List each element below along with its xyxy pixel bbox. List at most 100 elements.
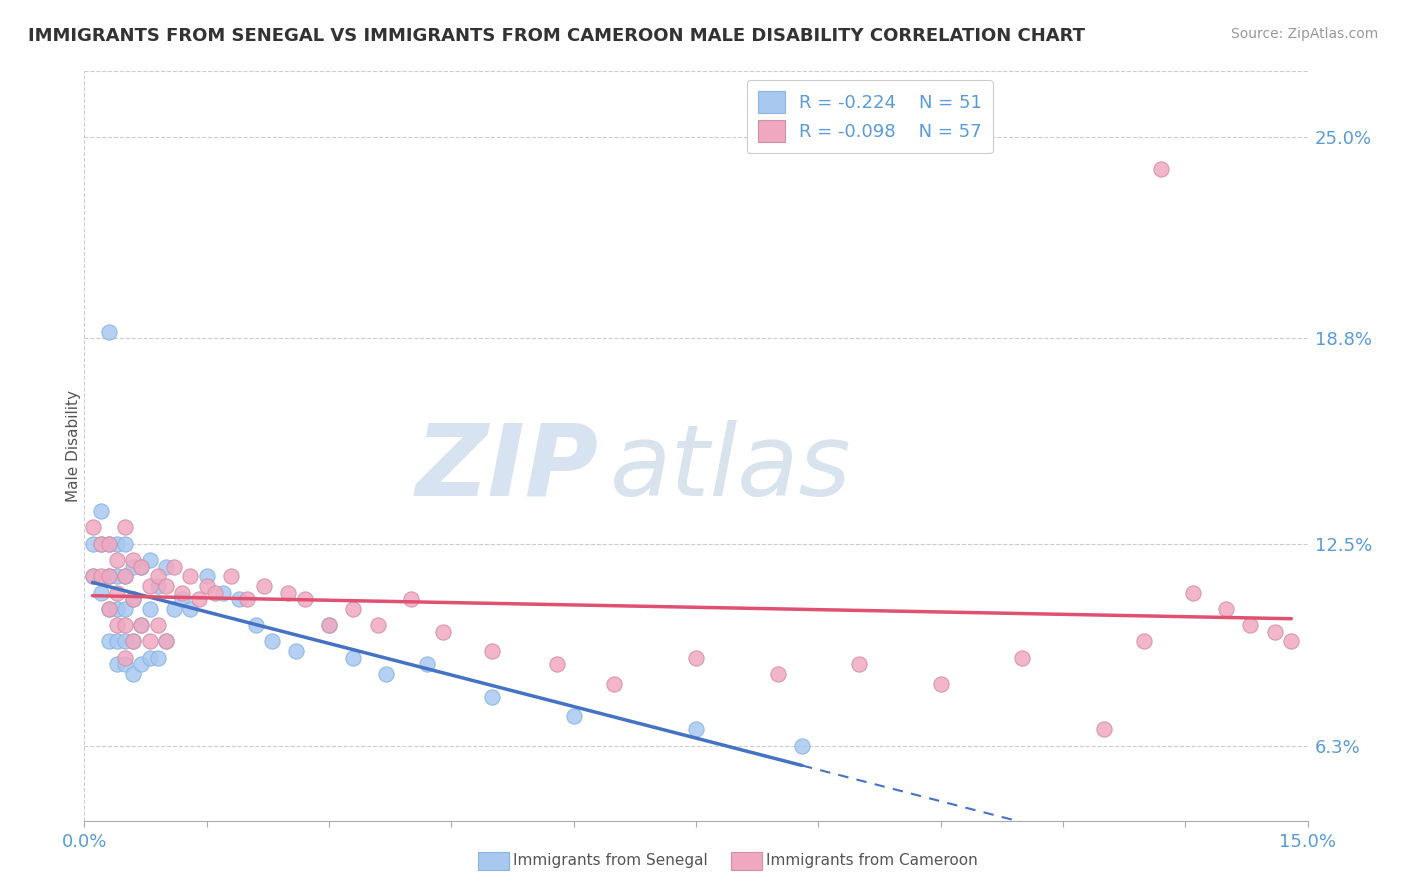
- Point: [929, 677, 952, 691]
- Point: [97, 602, 120, 616]
- Point: [179, 569, 201, 583]
- Point: [342, 602, 364, 616]
- Point: [399, 592, 422, 607]
- Point: [603, 677, 626, 691]
- Point: [481, 690, 503, 704]
- Point: [122, 634, 145, 648]
- Point: [219, 569, 242, 583]
- Point: [114, 650, 136, 665]
- Point: [685, 723, 707, 737]
- Point: [146, 569, 169, 583]
- Text: Source: ZipAtlas.com: Source: ZipAtlas.com: [1230, 27, 1378, 41]
- Point: [562, 709, 585, 723]
- Point: [790, 739, 813, 753]
- Point: [114, 618, 136, 632]
- Point: [481, 644, 503, 658]
- Text: atlas: atlas: [610, 420, 852, 517]
- Point: [172, 585, 194, 599]
- Point: [138, 634, 160, 648]
- Point: [97, 325, 120, 339]
- Point: [416, 657, 439, 672]
- Point: [172, 592, 194, 607]
- Point: [187, 592, 209, 607]
- Point: [204, 585, 226, 599]
- Point: [138, 553, 160, 567]
- Point: [138, 579, 160, 593]
- Point: [131, 657, 153, 672]
- Point: [1133, 634, 1156, 648]
- Point: [155, 579, 177, 593]
- Point: [318, 618, 340, 632]
- Point: [1011, 650, 1033, 665]
- Point: [146, 618, 169, 632]
- Point: [1239, 618, 1261, 632]
- Point: [105, 634, 128, 648]
- Point: [367, 618, 389, 632]
- Point: [294, 592, 316, 607]
- Point: [342, 650, 364, 665]
- Point: [122, 559, 145, 574]
- Point: [122, 592, 145, 607]
- Text: ZIP: ZIP: [415, 420, 598, 517]
- Text: Immigrants from Senegal: Immigrants from Senegal: [513, 854, 709, 868]
- Point: [122, 634, 145, 648]
- Point: [82, 537, 104, 551]
- Point: [138, 650, 160, 665]
- Point: [97, 537, 120, 551]
- Point: [97, 569, 120, 583]
- Point: [155, 559, 177, 574]
- Point: [114, 569, 136, 583]
- Point: [253, 579, 276, 593]
- Point: [97, 634, 120, 648]
- Point: [195, 579, 218, 593]
- Point: [546, 657, 568, 672]
- Point: [1264, 624, 1286, 639]
- Point: [131, 618, 153, 632]
- Point: [155, 634, 177, 648]
- Point: [131, 559, 153, 574]
- Point: [90, 569, 112, 583]
- Point: [1215, 602, 1237, 616]
- Point: [131, 559, 153, 574]
- Point: [114, 569, 136, 583]
- Point: [146, 650, 169, 665]
- Point: [105, 657, 128, 672]
- Point: [105, 537, 128, 551]
- Point: [90, 504, 112, 518]
- Point: [105, 602, 128, 616]
- Point: [90, 537, 112, 551]
- Point: [122, 592, 145, 607]
- Point: [228, 592, 250, 607]
- Point: [105, 618, 128, 632]
- Point: [212, 585, 235, 599]
- Point: [131, 618, 153, 632]
- Point: [114, 634, 136, 648]
- Y-axis label: Male Disability: Male Disability: [66, 390, 80, 502]
- Point: [432, 624, 454, 639]
- Point: [236, 592, 259, 607]
- Point: [90, 585, 112, 599]
- Point: [114, 657, 136, 672]
- Point: [318, 618, 340, 632]
- Point: [82, 520, 104, 534]
- Point: [146, 579, 169, 593]
- Point: [105, 569, 128, 583]
- Point: [97, 537, 120, 551]
- Point: [848, 657, 870, 672]
- Point: [245, 618, 267, 632]
- Point: [105, 553, 128, 567]
- Point: [114, 520, 136, 534]
- Point: [195, 569, 218, 583]
- Point: [122, 553, 145, 567]
- Point: [1279, 634, 1302, 648]
- Point: [97, 569, 120, 583]
- Point: [155, 634, 177, 648]
- Point: [277, 585, 299, 599]
- Point: [285, 644, 308, 658]
- Point: [685, 650, 707, 665]
- Point: [105, 585, 128, 599]
- Point: [163, 602, 186, 616]
- Point: [122, 667, 145, 681]
- Point: [1150, 162, 1173, 177]
- Text: Immigrants from Cameroon: Immigrants from Cameroon: [766, 854, 979, 868]
